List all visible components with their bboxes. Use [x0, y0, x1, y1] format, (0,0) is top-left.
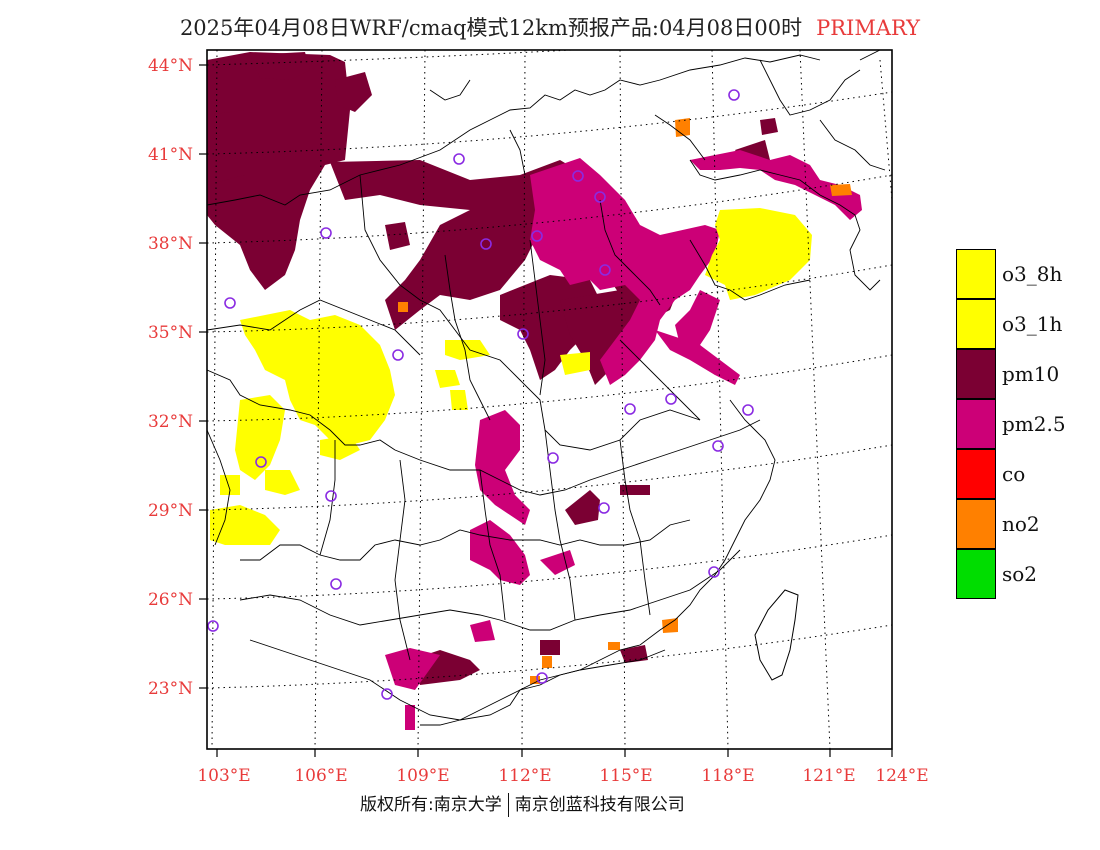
lat-label-38n: 38°N [148, 234, 193, 254]
legend-label: o3_8h [1002, 262, 1063, 286]
title-text: 2025年04月08日WRF/cmaq模式12km预报产品:04月08日00时 [179, 16, 803, 40]
station-marker [381, 688, 393, 700]
footer-separator [507, 793, 509, 817]
station-marker [330, 578, 342, 590]
legend-label: o3_1h [1002, 312, 1063, 336]
graticule [207, 50, 892, 749]
map-frame [206, 49, 893, 750]
station-markers [207, 89, 754, 700]
legend-swatch [956, 399, 996, 449]
lon-label-118e: 118°E [701, 766, 754, 786]
station-marker [594, 191, 606, 203]
copyright-footer: 版权所有:南京大学 南京创蓝科技有限公司 [360, 790, 685, 817]
lat-label-32n: 32°N [148, 412, 193, 432]
station-marker [517, 328, 529, 340]
station-marker [712, 440, 724, 452]
legend-swatch [956, 449, 996, 499]
lon-label-121e: 121°E [802, 766, 855, 786]
station-marker [480, 238, 492, 250]
legend-swatch [956, 499, 996, 549]
lon-label-109e: 109°E [396, 766, 449, 786]
lat-label-23n: 23°N [148, 679, 193, 699]
station-marker [708, 566, 720, 578]
lon-label-115e: 115°E [599, 766, 652, 786]
station-marker [392, 349, 404, 361]
legend-label: pm10 [1002, 362, 1060, 386]
map-title: 2025年04月08日WRF/cmaq模式12km预报产品:04月08日00时 P… [0, 12, 1100, 42]
legend-label: no2 [1002, 512, 1040, 536]
lat-label-29n: 29°N [148, 501, 193, 521]
station-marker [598, 502, 610, 514]
pollutant-layer [207, 52, 862, 730]
lat-label-41n: 41°N [148, 145, 193, 165]
station-marker [624, 403, 636, 415]
no2-areas [398, 118, 852, 684]
o3-areas [210, 208, 812, 545]
copyright-owner: 版权所有:南京大学 [360, 795, 502, 815]
pm25-areas [385, 150, 862, 730]
lat-label-26n: 26°N [148, 590, 193, 610]
station-marker [742, 404, 754, 416]
station-marker [531, 230, 543, 242]
station-marker [325, 490, 337, 502]
station-marker [207, 620, 219, 632]
station-marker [224, 297, 236, 309]
taiwan-outline [754, 589, 799, 681]
legend-label: pm2.5 [1002, 412, 1066, 436]
province-boundaries [207, 50, 886, 726]
legend-swatch [956, 249, 996, 299]
station-marker [320, 227, 332, 239]
station-marker [572, 170, 584, 182]
station-marker [665, 393, 677, 405]
pm10-areas [207, 52, 778, 685]
lon-label-106e: 106°E [294, 766, 347, 786]
legend-label: co [1002, 462, 1026, 486]
primary-tag: PRIMARY [816, 16, 921, 40]
legend-label: so2 [1002, 562, 1038, 586]
copyright-company: 南京创蓝科技有限公司 [514, 795, 685, 815]
lon-label-112e: 112°E [498, 766, 551, 786]
lat-label-35n: 35°N [148, 323, 193, 343]
station-marker [536, 672, 548, 684]
axis-ticks [199, 64, 893, 757]
station-marker [255, 456, 267, 468]
lon-label-124e: 124°E [875, 766, 928, 786]
station-marker [728, 89, 740, 101]
legend-swatch [956, 549, 996, 599]
legend-swatch [956, 299, 996, 349]
lon-label-103e: 103°E [197, 766, 250, 786]
station-marker [547, 452, 559, 464]
legend-swatch [956, 349, 996, 399]
lat-label-44n: 44°N [148, 56, 193, 76]
station-marker [599, 264, 611, 276]
station-marker [453, 153, 465, 165]
